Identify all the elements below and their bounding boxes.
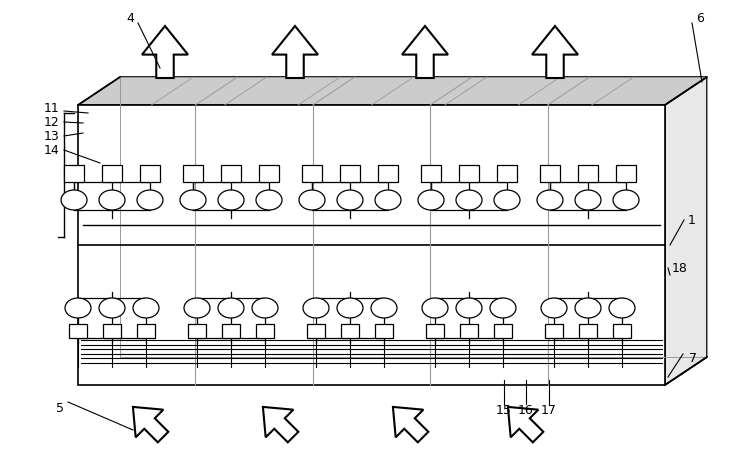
Ellipse shape — [256, 190, 282, 210]
Polygon shape — [402, 26, 448, 78]
Bar — [616, 165, 636, 182]
Ellipse shape — [609, 298, 635, 318]
Polygon shape — [393, 407, 428, 442]
Polygon shape — [78, 77, 707, 105]
Ellipse shape — [303, 298, 329, 318]
Bar — [497, 165, 517, 182]
Polygon shape — [508, 407, 543, 442]
Bar — [140, 165, 160, 182]
Bar — [426, 324, 444, 338]
Ellipse shape — [99, 298, 125, 318]
Ellipse shape — [133, 298, 159, 318]
Bar — [302, 165, 322, 182]
Text: 12: 12 — [44, 116, 60, 129]
Bar — [378, 165, 398, 182]
Text: 18: 18 — [672, 261, 688, 275]
Ellipse shape — [422, 298, 448, 318]
Ellipse shape — [252, 298, 278, 318]
Ellipse shape — [575, 190, 601, 210]
Bar — [256, 324, 274, 338]
Bar — [183, 165, 203, 182]
Text: 11: 11 — [44, 101, 60, 115]
Ellipse shape — [371, 298, 397, 318]
Bar — [578, 165, 598, 182]
Bar — [78, 105, 665, 385]
Polygon shape — [133, 407, 168, 442]
Ellipse shape — [184, 298, 210, 318]
Text: 14: 14 — [44, 144, 60, 156]
Bar — [188, 324, 206, 338]
Bar — [545, 324, 563, 338]
Polygon shape — [532, 26, 578, 78]
Ellipse shape — [99, 190, 125, 210]
Ellipse shape — [180, 190, 206, 210]
Polygon shape — [665, 77, 707, 385]
Bar — [64, 165, 84, 182]
Bar — [307, 324, 325, 338]
Ellipse shape — [299, 190, 325, 210]
Bar — [222, 324, 240, 338]
Polygon shape — [142, 26, 188, 78]
Bar — [421, 165, 441, 182]
Ellipse shape — [418, 190, 444, 210]
Ellipse shape — [137, 190, 163, 210]
Bar — [340, 165, 360, 182]
Ellipse shape — [337, 190, 363, 210]
Text: 13: 13 — [44, 130, 60, 143]
Ellipse shape — [613, 190, 639, 210]
Ellipse shape — [61, 190, 87, 210]
Ellipse shape — [65, 298, 91, 318]
Text: 15: 15 — [496, 404, 512, 416]
Polygon shape — [272, 26, 318, 78]
Bar — [613, 324, 631, 338]
Ellipse shape — [575, 298, 601, 318]
Bar — [341, 324, 359, 338]
Text: 6: 6 — [696, 11, 704, 24]
Ellipse shape — [337, 298, 363, 318]
Ellipse shape — [218, 298, 244, 318]
Ellipse shape — [490, 298, 516, 318]
Ellipse shape — [494, 190, 520, 210]
Text: 4: 4 — [126, 11, 134, 24]
Text: 17: 17 — [541, 404, 557, 416]
Text: 5: 5 — [56, 401, 64, 414]
Bar — [375, 324, 393, 338]
Bar — [137, 324, 155, 338]
Text: 7: 7 — [689, 352, 697, 365]
Text: 16: 16 — [518, 404, 534, 416]
Bar — [494, 324, 512, 338]
Bar — [69, 324, 87, 338]
Ellipse shape — [541, 298, 567, 318]
Bar — [459, 165, 479, 182]
Bar — [540, 165, 560, 182]
Ellipse shape — [456, 298, 482, 318]
Bar — [579, 324, 597, 338]
Bar — [102, 165, 122, 182]
Bar — [460, 324, 478, 338]
Bar — [221, 165, 241, 182]
Ellipse shape — [218, 190, 244, 210]
Ellipse shape — [375, 190, 401, 210]
Bar — [259, 165, 279, 182]
Bar — [103, 324, 121, 338]
Text: 1: 1 — [688, 213, 696, 226]
Ellipse shape — [456, 190, 482, 210]
Ellipse shape — [537, 190, 563, 210]
Polygon shape — [263, 407, 298, 442]
